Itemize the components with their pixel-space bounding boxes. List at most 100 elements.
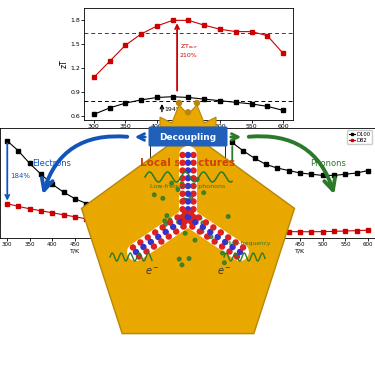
Circle shape bbox=[191, 214, 196, 219]
Circle shape bbox=[177, 220, 180, 224]
Circle shape bbox=[200, 230, 204, 234]
Circle shape bbox=[220, 244, 225, 249]
Circle shape bbox=[186, 153, 190, 158]
Circle shape bbox=[191, 153, 196, 158]
Circle shape bbox=[161, 196, 165, 200]
Circle shape bbox=[203, 220, 208, 225]
Circle shape bbox=[144, 249, 149, 254]
Circle shape bbox=[189, 196, 193, 199]
Circle shape bbox=[180, 176, 185, 181]
Circle shape bbox=[191, 191, 196, 196]
Circle shape bbox=[180, 168, 185, 173]
Circle shape bbox=[177, 100, 182, 105]
Circle shape bbox=[186, 191, 190, 196]
Circle shape bbox=[175, 215, 180, 220]
Circle shape bbox=[186, 214, 190, 219]
FancyArrowPatch shape bbox=[231, 134, 238, 140]
Circle shape bbox=[197, 229, 202, 234]
Circle shape bbox=[174, 229, 179, 234]
Circle shape bbox=[168, 220, 172, 225]
Circle shape bbox=[191, 207, 196, 212]
Circle shape bbox=[227, 249, 232, 254]
FancyArrowPatch shape bbox=[138, 134, 145, 140]
Circle shape bbox=[215, 234, 220, 240]
Circle shape bbox=[168, 218, 172, 222]
Circle shape bbox=[153, 230, 158, 235]
Circle shape bbox=[233, 240, 238, 245]
Circle shape bbox=[180, 263, 184, 267]
Circle shape bbox=[184, 198, 188, 202]
Y-axis label: κL (W/mK): κL (W/mK) bbox=[206, 166, 211, 199]
Circle shape bbox=[212, 239, 217, 244]
Circle shape bbox=[226, 235, 231, 240]
Circle shape bbox=[186, 176, 190, 181]
Circle shape bbox=[163, 219, 166, 223]
Circle shape bbox=[181, 224, 186, 229]
FancyArrowPatch shape bbox=[249, 136, 335, 190]
Circle shape bbox=[180, 182, 184, 185]
Circle shape bbox=[182, 198, 186, 202]
Legend: D100, D82: D100, D82 bbox=[347, 130, 372, 144]
X-axis label: T/K: T/K bbox=[70, 249, 80, 254]
Circle shape bbox=[180, 207, 185, 212]
Text: High-frequency: High-frequency bbox=[225, 240, 271, 246]
Circle shape bbox=[180, 183, 185, 189]
Circle shape bbox=[234, 254, 239, 259]
Text: $e^-$: $e^-$ bbox=[145, 266, 159, 277]
Circle shape bbox=[230, 244, 235, 249]
Circle shape bbox=[134, 249, 138, 255]
Circle shape bbox=[195, 178, 199, 181]
Circle shape bbox=[166, 234, 171, 239]
Circle shape bbox=[176, 188, 180, 191]
Circle shape bbox=[180, 214, 185, 219]
Circle shape bbox=[198, 216, 202, 220]
Text: Low-frequency phonons: Low-frequency phonons bbox=[150, 184, 226, 189]
Circle shape bbox=[160, 225, 165, 230]
Circle shape bbox=[186, 183, 190, 189]
Circle shape bbox=[153, 193, 156, 196]
X-axis label: T/K: T/K bbox=[183, 130, 194, 136]
Circle shape bbox=[186, 199, 190, 204]
Circle shape bbox=[186, 207, 190, 212]
Circle shape bbox=[164, 222, 167, 226]
Circle shape bbox=[196, 215, 201, 220]
Circle shape bbox=[202, 191, 206, 195]
Circle shape bbox=[191, 160, 196, 165]
Circle shape bbox=[205, 234, 210, 239]
Circle shape bbox=[241, 245, 246, 250]
Circle shape bbox=[189, 210, 194, 215]
Circle shape bbox=[171, 225, 176, 230]
Circle shape bbox=[237, 249, 243, 255]
Circle shape bbox=[182, 210, 188, 215]
Circle shape bbox=[152, 244, 156, 249]
Circle shape bbox=[193, 238, 197, 242]
Circle shape bbox=[208, 230, 213, 234]
Text: 425%: 425% bbox=[235, 187, 255, 193]
Circle shape bbox=[181, 225, 184, 228]
Circle shape bbox=[191, 168, 196, 173]
Circle shape bbox=[189, 219, 194, 224]
Circle shape bbox=[222, 261, 226, 264]
Circle shape bbox=[186, 168, 190, 173]
Text: Phonons: Phonons bbox=[310, 159, 346, 168]
Y-axis label: zT: zT bbox=[60, 59, 69, 68]
Circle shape bbox=[178, 219, 183, 225]
Circle shape bbox=[191, 199, 196, 204]
Circle shape bbox=[145, 235, 150, 240]
Text: ZT$_{ave}$
210%: ZT$_{ave}$ 210% bbox=[180, 42, 198, 58]
Circle shape bbox=[180, 153, 185, 158]
Circle shape bbox=[170, 182, 173, 185]
Circle shape bbox=[163, 230, 168, 234]
Circle shape bbox=[186, 214, 190, 219]
Circle shape bbox=[177, 257, 181, 261]
Circle shape bbox=[190, 224, 195, 229]
Circle shape bbox=[136, 254, 142, 259]
Text: Decoupling: Decoupling bbox=[159, 132, 217, 141]
Circle shape bbox=[180, 199, 185, 204]
Circle shape bbox=[191, 176, 196, 181]
X-axis label: T/K: T/K bbox=[295, 249, 305, 254]
Circle shape bbox=[191, 183, 196, 189]
Circle shape bbox=[209, 235, 213, 238]
Circle shape bbox=[201, 221, 205, 225]
Circle shape bbox=[186, 160, 190, 165]
